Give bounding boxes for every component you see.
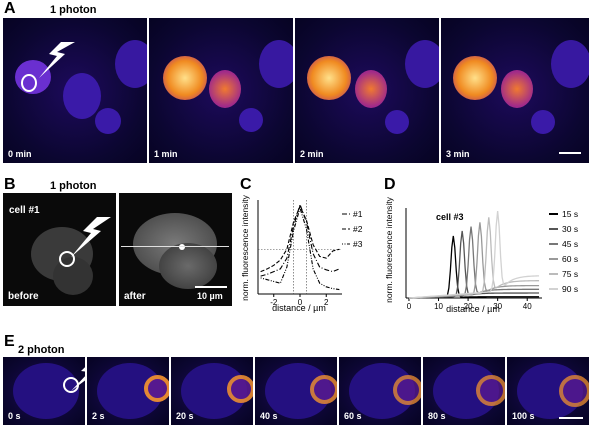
image-e-frame: 2 s — [87, 357, 169, 425]
panel-b-title: 1 photon — [50, 180, 97, 192]
legend-label: #1 — [353, 209, 363, 219]
series-line — [260, 202, 340, 277]
image-b-after: after 10 µm — [119, 193, 232, 306]
legend-label: 60 s — [562, 254, 578, 264]
x-tick-label: 0 — [407, 302, 412, 311]
image-e-frame: 80 s — [423, 357, 505, 425]
scale-bar — [195, 286, 227, 288]
legend-label: 30 s — [562, 224, 578, 234]
legend-label: 15 s — [562, 209, 578, 219]
lightning-icon — [71, 367, 85, 391]
time-label: 0 s — [8, 411, 21, 421]
image-a-3min: 3 min — [441, 18, 589, 163]
panel-label-b: B — [4, 176, 16, 193]
series-line — [260, 204, 340, 273]
legend-label: 75 s — [562, 269, 578, 279]
image-e-frame: 100 s — [507, 357, 589, 425]
legend-label: #2 — [353, 224, 363, 234]
panel-label-e: E — [4, 333, 15, 350]
time-label: 40 s — [260, 411, 278, 421]
series-line — [260, 206, 340, 291]
y-axis-label: norm. fluorescence intensity — [384, 196, 394, 303]
x-axis-label: distance / µm — [272, 303, 326, 313]
x-tick-label: 0 — [298, 298, 303, 307]
time-label: 0 min — [8, 149, 32, 159]
x-tick-label: 30 — [493, 302, 502, 311]
scale-bar — [559, 152, 581, 154]
legend-label: 45 s — [562, 239, 578, 249]
panel-label-d: D — [384, 176, 396, 193]
image-e-frame: 0 s — [3, 357, 85, 425]
lightning-icon — [71, 217, 111, 257]
time-label: 1 min — [154, 149, 178, 159]
cell-label: cell #3 — [436, 212, 464, 222]
legend: 15 s 30 s 45 s 60 s 75 s 90 s — [549, 209, 578, 294]
lightning-icon — [39, 42, 75, 78]
series-line — [408, 226, 540, 299]
scale-label: 10 µm — [197, 291, 223, 301]
time-label: 2 s — [92, 411, 105, 421]
y-axis-label: norm. fluorescence intensity — [240, 194, 250, 301]
x-tick-label: -2 — [270, 298, 278, 307]
time-label: 60 s — [344, 411, 362, 421]
time-label: 2 min — [300, 149, 324, 159]
after-label: after — [124, 291, 146, 302]
x-tick-label: 10 — [434, 302, 443, 311]
image-e-frame: 60 s — [339, 357, 421, 425]
x-axis-label: distance / µm — [446, 304, 500, 314]
time-label: 100 s — [512, 411, 535, 421]
image-a-1min: 1 min — [149, 18, 293, 163]
image-a-2min: 2 min — [295, 18, 439, 163]
image-e-frame: 20 s — [171, 357, 253, 425]
image-e-frame: 40 s — [255, 357, 337, 425]
legend-label: 90 s — [562, 284, 578, 294]
panel-label-c: C — [240, 176, 252, 193]
x-tick-label: 20 — [464, 302, 473, 311]
panel-a-title: 1 photon — [50, 4, 97, 16]
panel-label-a: A — [4, 0, 16, 17]
x-tick-label: 2 — [324, 298, 329, 307]
panel-e-title: 2 photon — [18, 344, 65, 356]
chart-c: norm. fluorescence intensity distance / … — [240, 194, 363, 313]
x-tick-label: 40 — [523, 302, 532, 311]
time-label: 3 min — [446, 149, 470, 159]
time-label: 80 s — [428, 411, 446, 421]
image-b-before: cell #1 before — [3, 193, 116, 306]
legend-label: #3 — [353, 239, 363, 249]
image-a-0min: 0 min — [3, 18, 147, 163]
time-label: 20 s — [176, 411, 194, 421]
before-label: before — [8, 291, 39, 302]
chart-d: norm. fluorescence intensity distance / … — [384, 196, 578, 314]
series-line — [408, 211, 540, 299]
cell-label: cell #1 — [9, 205, 40, 216]
legend: #1 #2 #3 — [342, 209, 363, 249]
scale-bar — [559, 417, 583, 419]
